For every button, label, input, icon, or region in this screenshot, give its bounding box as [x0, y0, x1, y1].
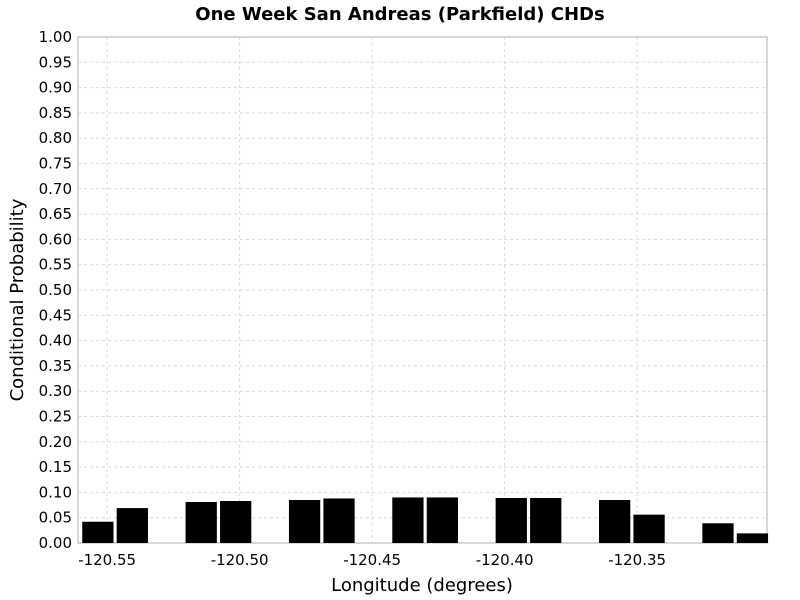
y-axis-ticks: 0.00 0.05 0.10 0.15 0.20 0.25 0.30 0.35 0.40 0.45…: [39, 28, 72, 552]
grid: [78, 37, 767, 543]
x-axis-label: Longitude (degrees): [331, 575, 513, 596]
bar: [185, 502, 217, 543]
y-tick-label: 0.70: [39, 180, 72, 198]
bar: [530, 497, 562, 543]
bar: [736, 533, 769, 543]
bar: [116, 508, 148, 543]
y-tick-label: 1.00: [39, 28, 72, 46]
bar: [426, 497, 459, 543]
y-tick-label: 0.60: [39, 230, 72, 248]
bar: [598, 499, 631, 543]
bars: [82, 497, 769, 543]
y-tick-label: 0.00: [39, 534, 72, 552]
bar: [392, 497, 424, 543]
y-tick-label: 0.20: [39, 433, 72, 451]
bar: [288, 499, 321, 543]
chart-title: One Week San Andreas (Parkfield) CHDs: [195, 4, 604, 25]
y-tick-label: 0.15: [39, 458, 72, 476]
y-tick-label: 0.50: [39, 281, 72, 299]
y-tick-label: 0.80: [39, 129, 72, 147]
bar: [702, 523, 734, 543]
x-tick-label: -120.50: [211, 551, 269, 569]
x-axis-ticks: -120.55 -120.50 -120.45 -120.40 -120.35: [78, 551, 666, 569]
bar: [220, 501, 252, 543]
y-tick-label: 0.05: [39, 509, 72, 527]
y-tick-label: 0.95: [39, 53, 72, 71]
y-tick-label: 0.30: [39, 382, 72, 400]
bar: [495, 497, 527, 543]
y-tick-label: 0.40: [39, 332, 72, 350]
y-tick-label: 0.65: [39, 205, 72, 223]
x-tick-label: -120.35: [608, 551, 666, 569]
y-tick-label: 0.45: [39, 306, 72, 324]
bar: [323, 498, 355, 543]
y-tick-label: 0.85: [39, 104, 72, 122]
y-tick-label: 0.35: [39, 357, 72, 375]
y-tick-label: 0.90: [39, 79, 72, 97]
y-tick-label: 0.75: [39, 155, 72, 173]
x-tick-label: -120.40: [476, 551, 534, 569]
y-tick-label: 0.25: [39, 408, 72, 426]
y-tick-label: 0.10: [39, 483, 72, 501]
x-tick-label: -120.55: [78, 551, 136, 569]
x-tick-label: -120.45: [343, 551, 401, 569]
bar: [633, 514, 665, 543]
bar: [82, 521, 114, 543]
y-tick-label: 0.55: [39, 256, 72, 274]
y-axis-label: Conditional Probability: [7, 198, 28, 401]
